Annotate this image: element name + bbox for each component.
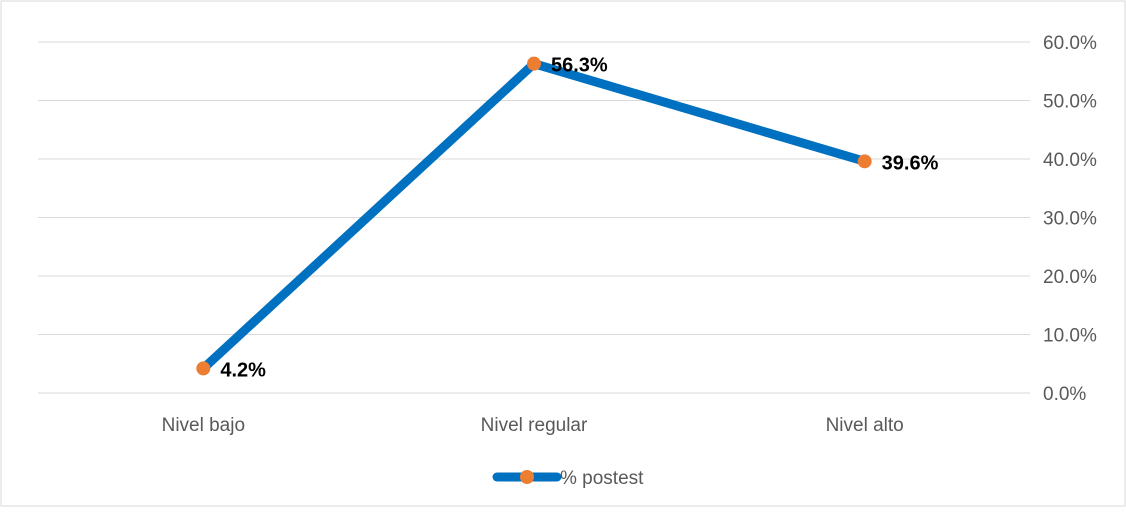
y-tick-label: 30.0% — [1043, 209, 1097, 230]
data-label: 4.2% — [220, 359, 266, 381]
y-axis-ticks: 0.0% 10.0% 20.0% 30.0% 40.0% 50.0% 60.0% — [1043, 33, 1097, 405]
legend: % postest — [492, 468, 644, 489]
legend-marker-swatch — [520, 470, 534, 484]
data-point — [527, 56, 541, 71]
y-tick-label: 0.0% — [1043, 384, 1086, 405]
y-tick-label: 60.0% — [1043, 33, 1097, 54]
x-tick-label: Nivel regular — [481, 415, 588, 436]
y-tick-label: 20.0% — [1043, 267, 1097, 288]
series-layer: 4.2% 56.3% 39.6% — [196, 55, 939, 381]
data-label: 39.6% — [882, 152, 939, 174]
legend-label: % postest — [560, 468, 644, 489]
gridlines — [38, 41, 1030, 394]
x-tick-label: Nivel alto — [826, 415, 904, 436]
data-point — [857, 154, 872, 169]
y-tick-label: 10.0% — [1043, 326, 1097, 347]
y-tick-label: 40.0% — [1043, 150, 1097, 171]
data-label: 56.3% — [551, 55, 608, 77]
x-axis-ticks: Nivel bajo Nivel regular Nivel alto — [162, 415, 904, 436]
x-tick-label: Nivel bajo — [162, 415, 245, 436]
y-tick-label: 50.0% — [1043, 92, 1097, 113]
data-point — [196, 361, 211, 376]
